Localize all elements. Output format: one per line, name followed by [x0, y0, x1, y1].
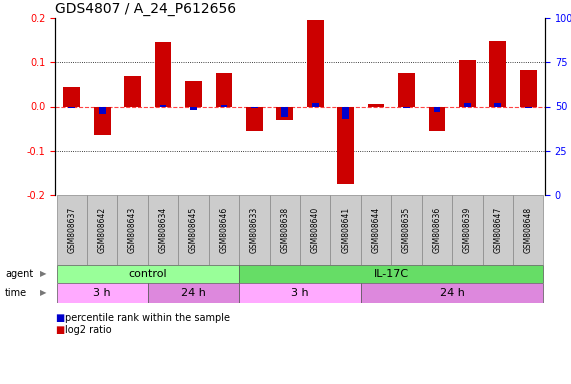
- Bar: [239, 195, 270, 265]
- Bar: [63, 86, 80, 106]
- Text: agent: agent: [5, 269, 33, 279]
- Bar: [459, 60, 476, 106]
- Text: IL-17C: IL-17C: [374, 269, 409, 279]
- Text: GSM808635: GSM808635: [402, 207, 411, 253]
- Bar: [403, 106, 410, 108]
- Text: GSM808636: GSM808636: [432, 207, 441, 253]
- Text: GDS4807 / A_24_P612656: GDS4807 / A_24_P612656: [55, 2, 236, 16]
- Bar: [94, 106, 111, 135]
- Text: GSM808633: GSM808633: [250, 207, 259, 253]
- Text: GSM808643: GSM808643: [128, 207, 137, 253]
- Bar: [251, 106, 258, 108]
- Bar: [57, 283, 148, 303]
- Text: time: time: [5, 288, 27, 298]
- Bar: [342, 106, 349, 119]
- Bar: [220, 105, 227, 106]
- Bar: [148, 283, 239, 303]
- Bar: [307, 20, 324, 106]
- Bar: [160, 105, 166, 106]
- Bar: [422, 195, 452, 265]
- Text: 24 h: 24 h: [440, 288, 465, 298]
- Bar: [99, 106, 106, 114]
- Bar: [185, 81, 202, 106]
- Bar: [270, 195, 300, 265]
- Bar: [282, 106, 288, 117]
- Bar: [494, 103, 501, 106]
- Text: 3 h: 3 h: [291, 288, 309, 298]
- Text: control: control: [128, 269, 167, 279]
- Text: GSM808642: GSM808642: [98, 207, 107, 253]
- Bar: [391, 195, 422, 265]
- Bar: [331, 195, 361, 265]
- Bar: [239, 283, 361, 303]
- Bar: [433, 106, 440, 112]
- Text: GSM808645: GSM808645: [189, 207, 198, 253]
- Bar: [452, 195, 482, 265]
- Text: log2 ratio: log2 ratio: [65, 325, 111, 335]
- Bar: [239, 265, 544, 283]
- Text: ▶: ▶: [40, 270, 46, 278]
- Bar: [429, 106, 445, 131]
- Bar: [155, 42, 171, 106]
- Text: GSM808637: GSM808637: [67, 207, 77, 253]
- Bar: [57, 195, 87, 265]
- Bar: [525, 106, 532, 108]
- Bar: [246, 106, 263, 131]
- Bar: [208, 195, 239, 265]
- Text: GSM808634: GSM808634: [159, 207, 167, 253]
- Text: GSM808638: GSM808638: [280, 207, 289, 253]
- Bar: [87, 195, 118, 265]
- Bar: [215, 73, 232, 106]
- Text: ▶: ▶: [40, 288, 46, 298]
- Bar: [513, 195, 544, 265]
- Text: GSM808644: GSM808644: [372, 207, 381, 253]
- Text: ■: ■: [55, 325, 65, 335]
- Bar: [361, 195, 391, 265]
- Bar: [464, 103, 471, 106]
- Bar: [300, 195, 331, 265]
- Text: GSM808640: GSM808640: [311, 207, 320, 253]
- Text: 24 h: 24 h: [181, 288, 206, 298]
- Bar: [337, 106, 354, 184]
- Text: GSM808641: GSM808641: [341, 207, 350, 253]
- Bar: [482, 195, 513, 265]
- Bar: [489, 41, 506, 106]
- Bar: [118, 195, 148, 265]
- Text: ■: ■: [55, 313, 65, 323]
- Bar: [124, 76, 141, 106]
- Text: percentile rank within the sample: percentile rank within the sample: [65, 313, 230, 323]
- Bar: [178, 195, 208, 265]
- Bar: [361, 283, 544, 303]
- Text: GSM808647: GSM808647: [493, 207, 502, 253]
- Bar: [276, 106, 293, 120]
- Bar: [57, 265, 239, 283]
- Bar: [520, 70, 537, 106]
- Text: GSM808646: GSM808646: [219, 207, 228, 253]
- Bar: [368, 104, 384, 106]
- Bar: [190, 106, 197, 110]
- Text: GSM808639: GSM808639: [463, 207, 472, 253]
- Bar: [148, 195, 178, 265]
- Bar: [69, 106, 75, 108]
- Text: GSM808648: GSM808648: [524, 207, 533, 253]
- Text: 3 h: 3 h: [94, 288, 111, 298]
- Bar: [398, 73, 415, 106]
- Bar: [312, 103, 319, 106]
